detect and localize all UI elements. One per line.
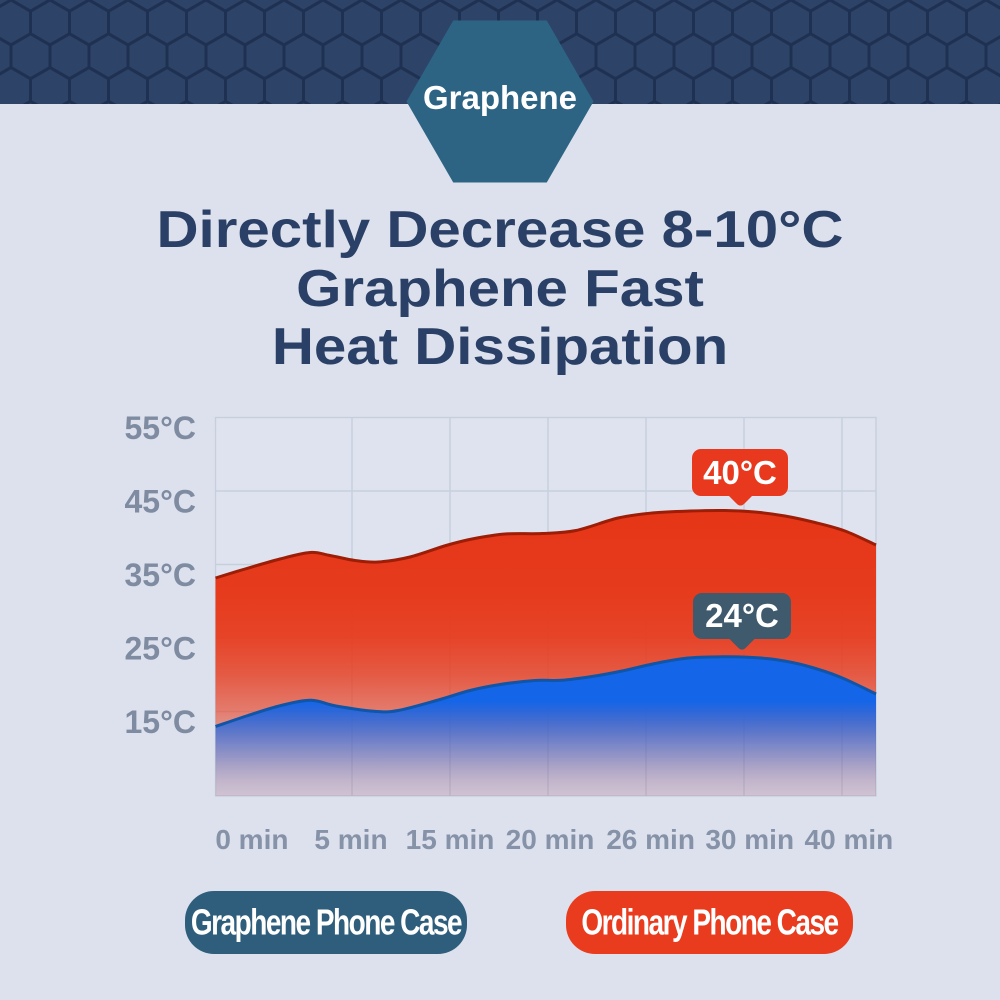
svg-text:0 min: 0 min xyxy=(215,824,288,855)
svg-text:15 min: 15 min xyxy=(406,824,495,855)
svg-text:20 min: 20 min xyxy=(506,824,595,855)
svg-text:5 min: 5 min xyxy=(314,824,387,855)
svg-text:Graphene: Graphene xyxy=(423,79,577,116)
svg-text:26 min: 26 min xyxy=(606,824,695,855)
svg-text:40°C: 40°C xyxy=(703,454,777,491)
svg-text:55°C: 55°C xyxy=(125,410,197,446)
svg-text:40 min: 40 min xyxy=(805,824,894,855)
svg-text:30 min: 30 min xyxy=(705,824,794,855)
svg-text:25°C: 25°C xyxy=(125,631,197,667)
svg-text:35°C: 35°C xyxy=(125,557,197,593)
svg-text:45°C: 45°C xyxy=(125,484,197,520)
svg-text:24°C: 24°C xyxy=(705,597,779,634)
svg-text:15°C: 15°C xyxy=(125,704,197,740)
